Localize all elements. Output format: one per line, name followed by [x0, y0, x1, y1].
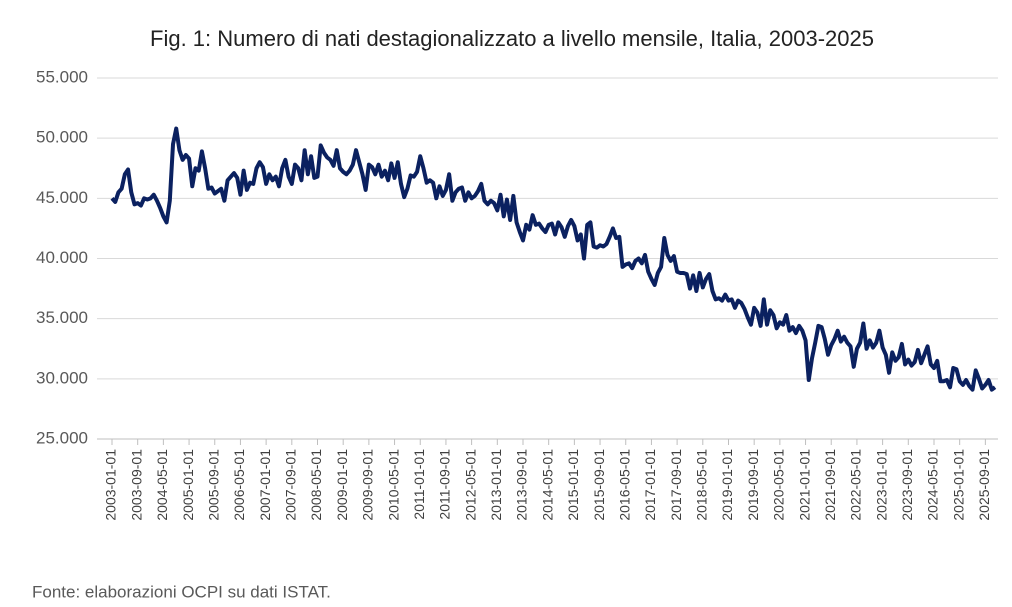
- x-tick-label: 2024-05-01: [925, 449, 941, 521]
- x-tick-label: 2007-01-01: [257, 449, 273, 521]
- x-tick-label: 2008-05-01: [308, 449, 324, 521]
- y-tick-label: 50.000: [36, 128, 88, 147]
- x-tick-label: 2019-09-01: [745, 449, 761, 521]
- x-tick-label: 2011-09-01: [437, 449, 453, 520]
- y-tick-label: 30.000: [36, 368, 88, 387]
- x-tick-label: 2017-09-01: [668, 449, 684, 521]
- source-note: Fonte: elaborazioni OCPI su dati ISTAT.: [32, 582, 331, 601]
- x-tick-label: 2025-01-01: [950, 449, 966, 521]
- x-tick-label: 2013-09-01: [514, 449, 530, 521]
- x-tick-label: 2022-05-01: [848, 449, 864, 521]
- x-tick-label: 2004-05-01: [154, 449, 170, 521]
- x-tick-label: 2018-05-01: [694, 449, 710, 521]
- chart-title: Fig. 1: Numero di nati destagionalizzato…: [150, 26, 874, 51]
- x-tick-label: 2003-01-01: [103, 449, 119, 521]
- x-tick-label: 2015-09-01: [591, 449, 607, 521]
- data-line: [110, 126, 997, 392]
- x-tick-label: 2009-01-01: [334, 449, 350, 521]
- x-tick-label: 2021-09-01: [822, 449, 838, 521]
- x-tick-label: 2023-01-01: [873, 449, 889, 521]
- x-tick-label: 2015-01-01: [565, 449, 581, 521]
- x-tick-label: 2007-09-01: [283, 449, 299, 521]
- x-tick-label: 2020-05-01: [771, 449, 787, 521]
- x-tick-label: 2017-01-01: [642, 449, 658, 521]
- x-tick-label: 2005-01-01: [180, 449, 196, 521]
- x-tick-label: 2021-01-01: [796, 449, 812, 521]
- x-tick-label: 2025-09-01: [976, 449, 992, 521]
- x-tick-label: 2011-01-01: [411, 449, 427, 520]
- y-tick-label: 35.000: [36, 308, 88, 327]
- x-tick-label: 2003-09-01: [128, 449, 144, 521]
- x-tick-label: 2006-05-01: [231, 449, 247, 521]
- x-tick-label: 2005-09-01: [205, 449, 221, 521]
- x-tick-label: 2010-05-01: [385, 449, 401, 521]
- y-tick-label: 55.000: [36, 67, 88, 86]
- y-tick-label: 25.000: [36, 428, 88, 447]
- x-tick-label: 2014-05-01: [539, 449, 555, 521]
- y-tick-label: 40.000: [36, 248, 88, 267]
- y-tick-label: 45.000: [36, 188, 88, 207]
- x-tick-label: 2013-01-01: [488, 449, 504, 521]
- x-tick-label: 2009-09-01: [360, 449, 376, 521]
- x-tick-label: 2019-01-01: [719, 449, 735, 521]
- x-tick-label: 2016-05-01: [616, 449, 632, 521]
- x-tick-label: 2023-09-01: [899, 449, 915, 521]
- x-tick-label: 2012-05-01: [462, 449, 478, 521]
